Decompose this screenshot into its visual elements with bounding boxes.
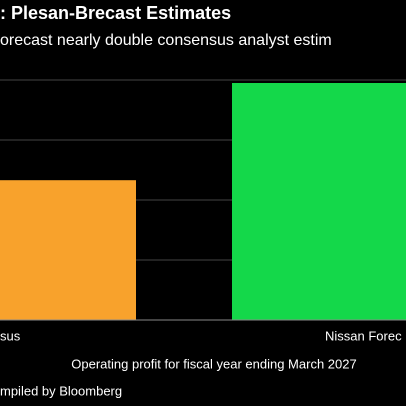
x-tick-label: Nissan Forec: [325, 328, 402, 343]
bar: [0, 180, 136, 320]
x-tick-label: sus: [0, 328, 21, 343]
chart-subtitle: orecast nearly double consensus analyst …: [0, 32, 332, 49]
bar: [232, 83, 406, 320]
x-axis-label: Operating profit for fiscal year ending …: [71, 356, 356, 371]
chart-title: : Plesan-Brecast Estimates: [0, 3, 231, 23]
source: mpiled by Bloomberg: [0, 383, 122, 398]
